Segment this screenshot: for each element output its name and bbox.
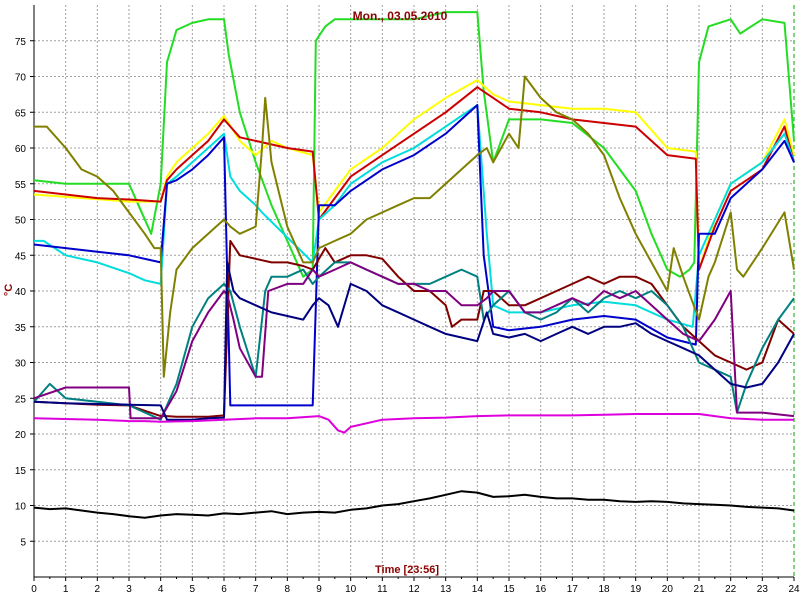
x-tick-label: 21 (693, 584, 705, 595)
y-tick-label: 20 (15, 430, 27, 441)
y-tick-label: 70 (15, 73, 27, 84)
chart-axes (30, 5, 795, 581)
x-tick-label: 4 (158, 584, 164, 595)
y-tick-label: 60 (15, 144, 27, 155)
y-tick-label: 15 (15, 466, 27, 477)
x-tick-label: 10 (345, 584, 357, 595)
series-line-1 (33, 11, 795, 278)
series-lines (33, 11, 795, 519)
x-tick-label: 1 (63, 584, 69, 595)
x-tick-label: 6 (221, 584, 227, 595)
series-line-5 (33, 104, 795, 407)
series-line-9 (33, 261, 795, 420)
x-axis-label: Time [23:56] (375, 564, 439, 576)
y-tick-label: 30 (15, 359, 27, 370)
y-axis-label: °C (3, 284, 15, 296)
series-line-8 (33, 261, 795, 421)
x-tick-label: 13 (440, 584, 452, 595)
x-tick-label: 0 (31, 584, 37, 595)
x-tick-label: 15 (503, 584, 515, 595)
series-line-11 (33, 413, 794, 434)
y-tick-label: 5 (20, 537, 26, 548)
series-line-3 (33, 86, 795, 271)
series-line-12 (33, 490, 795, 519)
tick-labels: 0 1 2 3 4 5 6 7 8 9 10 11 12 13 14 15 16 17 18 19 20 21 22 23 24… (15, 37, 800, 595)
x-tick-label: 20 (662, 584, 674, 595)
y-tick-label: 65 (15, 108, 27, 119)
x-tick-label: 23 (757, 584, 769, 595)
y-tick-label: 55 (15, 180, 27, 191)
y-tick-label: 35 (15, 323, 27, 334)
x-tick-label: 16 (535, 584, 547, 595)
y-tick-label: 40 (15, 287, 27, 298)
x-tick-label: 7 (253, 584, 259, 595)
x-tick-label: 24 (788, 584, 800, 595)
y-tick-label: 10 (15, 502, 27, 513)
x-tick-label: 12 (408, 584, 420, 595)
y-tick-label: 45 (15, 251, 27, 262)
x-tick-label: 5 (190, 584, 196, 595)
y-tick-label: 25 (15, 394, 27, 405)
series-line-10 (33, 261, 795, 421)
x-tick-label: 19 (630, 584, 642, 595)
x-tick-label: 17 (567, 584, 579, 595)
x-tick-label: 9 (316, 584, 322, 595)
x-tick-label: 2 (95, 584, 101, 595)
chart-title: Mon., 03.05.2010 (353, 9, 448, 23)
x-tick-label: 11 (377, 584, 388, 595)
x-tick-label: 18 (598, 584, 610, 595)
series-line-6 (34, 75, 795, 378)
y-tick-label: 50 (15, 216, 27, 227)
x-tick-label: 14 (472, 584, 484, 595)
x-tick-label: 8 (285, 584, 291, 595)
x-tick-label: 22 (725, 584, 737, 595)
y-tick-label: 75 (15, 37, 27, 48)
x-tick-label: 3 (126, 584, 132, 595)
